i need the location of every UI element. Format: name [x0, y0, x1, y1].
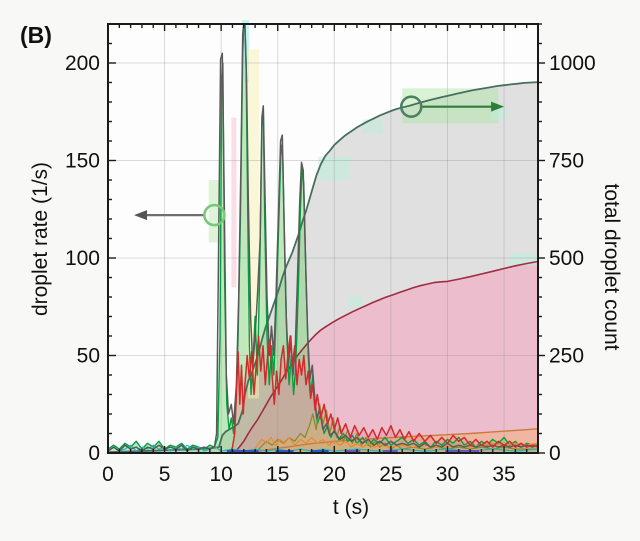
highlight-patch-6	[362, 119, 383, 134]
x-tick-label-30: 30	[436, 463, 459, 486]
y-left-tick-label-150: 150	[65, 150, 100, 173]
highlight-patch-3	[231, 117, 237, 288]
rate-axis-pointer-arrowhead-icon	[134, 210, 148, 221]
y-right-tick-label-500: 500	[549, 247, 584, 270]
x-tick-label-20: 20	[323, 463, 346, 486]
x-tick-label-0: 0	[102, 463, 114, 486]
y-left-tick-label-200: 200	[65, 52, 100, 75]
series-red-droplet-count-line	[108, 260, 539, 454]
y-right-tick-label-1000: 1000	[549, 52, 596, 75]
series-orange-rate-line	[108, 436, 539, 454]
x-tick-label-25: 25	[379, 463, 402, 486]
series-grey-rate-line	[107, 23, 539, 452]
y-right-axis-title: total droplet count	[600, 183, 623, 351]
y-right-tick-label-250: 250	[549, 345, 584, 368]
x-axis-title: t (s)	[332, 496, 370, 519]
x-tick-label-10: 10	[209, 463, 232, 486]
x-tick-label-35: 35	[492, 463, 515, 486]
x-tick-label-15: 15	[266, 463, 289, 486]
rate-axis-pointer-circle-marker	[203, 203, 226, 227]
count-axis-pointer-arrowhead-icon	[491, 101, 505, 112]
series-red-droplet-count-fill	[108, 261, 538, 453]
highlight-patch-7	[347, 297, 363, 307]
series-red-rate-line	[108, 335, 539, 454]
panel-label: (B)	[20, 22, 52, 48]
y-left-tick-label-0: 0	[88, 442, 100, 465]
y-left-tick-label-100: 100	[65, 247, 100, 270]
highlight-patch-4	[247, 49, 260, 399]
count-axis-pointer-circle-marker	[399, 95, 423, 118]
y-right-tick-label-0: 0	[549, 442, 561, 465]
x-tick-label-5: 5	[159, 463, 171, 486]
highlight-patch-5	[318, 156, 350, 180]
highlight-patch-1	[208, 180, 221, 243]
y-left-tick-label-50: 50	[77, 345, 100, 368]
y-left-axis-title: droplet rate (1/s)	[29, 161, 52, 317]
y-right-tick-label-750: 750	[549, 150, 584, 173]
